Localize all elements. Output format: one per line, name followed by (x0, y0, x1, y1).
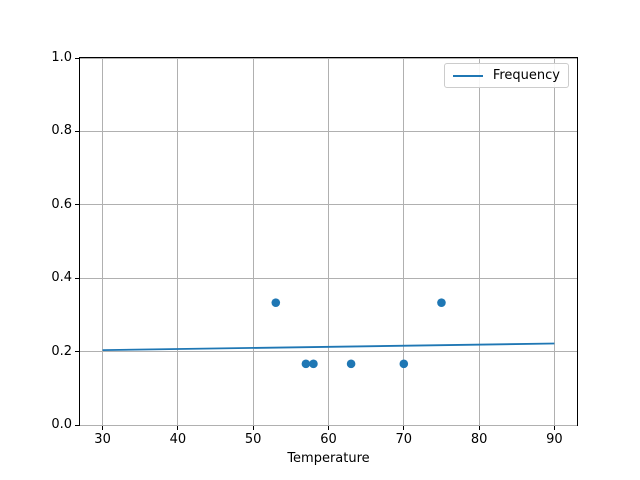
y-tick-label: 0.2 (51, 343, 72, 359)
gridline-vertical (252, 58, 254, 425)
legend: Frequency (443, 63, 569, 88)
x-tick-mark (102, 426, 104, 430)
gridline-vertical (177, 58, 179, 425)
gridline-vertical (553, 58, 555, 425)
gridline-horizontal (80, 57, 577, 59)
y-tick-label: 0.6 (51, 196, 72, 212)
gridline-horizontal (80, 351, 577, 353)
x-tick-label: 80 (470, 432, 488, 447)
x-tick-mark (252, 426, 254, 430)
data-point (346, 359, 356, 369)
y-tick-mark (75, 424, 79, 426)
x-tick-mark (478, 426, 480, 430)
y-tick-label: 0.4 (51, 270, 72, 286)
data-point (309, 359, 318, 369)
y-tick-mark (75, 130, 79, 132)
x-tick-label: 40 (169, 432, 187, 447)
gridline-vertical (403, 58, 405, 425)
y-tick-mark (75, 277, 79, 279)
x-tick-label: 90 (546, 432, 563, 447)
data-point (271, 298, 281, 307)
x-tick-mark (553, 426, 555, 430)
legend-label: Frequency (492, 68, 560, 83)
x-tick-mark (177, 426, 179, 430)
chart-canvas (102, 298, 555, 369)
y-tick-label: 1.0 (51, 50, 72, 65)
data-point (399, 359, 409, 369)
plot-area: Frequency 30 40 50 60 70 80 90 0.0 0.2 0.4 0.6 0.8 1… (51, 51, 578, 447)
data-point (437, 298, 446, 307)
data-point (301, 359, 311, 369)
gridline-horizontal (80, 424, 577, 426)
y-tick-label: 0.0 (51, 417, 72, 432)
legend-line-sample (452, 74, 483, 77)
gridline-vertical (328, 58, 329, 425)
gridline-horizontal (80, 204, 577, 206)
y-tick-mark (75, 57, 79, 59)
x-tick-label: 60 (320, 432, 337, 447)
x-tick-label: 50 (244, 432, 262, 447)
x-tick-mark (403, 426, 405, 430)
x-tick-label: 70 (395, 432, 413, 447)
gridline-horizontal (80, 130, 577, 132)
gridline-vertical (478, 58, 480, 425)
frequency-trend-line (102, 342, 555, 352)
x-tick-label: 30 (94, 432, 111, 447)
x-tick-mark (328, 426, 329, 430)
x-axis-label: Temperature (287, 451, 370, 466)
y-tick-mark (75, 351, 79, 353)
y-tick-label: 0.8 (51, 123, 72, 139)
gridline-horizontal (80, 277, 577, 279)
y-tick-mark (75, 204, 79, 206)
gridline-vertical (102, 58, 104, 425)
